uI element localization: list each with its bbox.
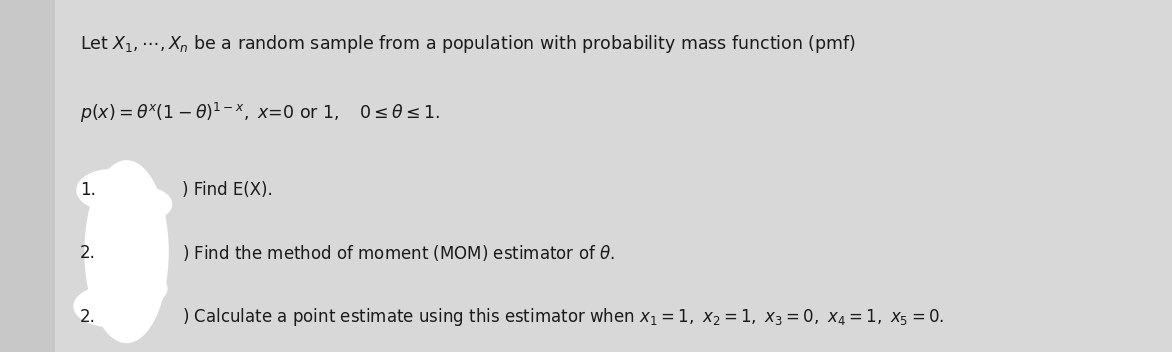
Ellipse shape bbox=[88, 225, 158, 268]
Text: ) Find E(X).: ) Find E(X). bbox=[182, 181, 272, 199]
Text: Let $X_1, \cdots, X_n$ be a random sample from a population with probability mas: Let $X_1, \cdots, X_n$ be a random sampl… bbox=[80, 33, 856, 55]
Ellipse shape bbox=[84, 160, 169, 343]
Text: 2.: 2. bbox=[80, 308, 96, 326]
Ellipse shape bbox=[73, 285, 150, 327]
Ellipse shape bbox=[114, 187, 172, 222]
Text: $p(x) = \theta^x(1-\theta)^{1-x},\ x\text{=0 or 1},\quad 0 \leq \theta \leq 1.$: $p(x) = \theta^x(1-\theta)^{1-x},\ x\tex… bbox=[80, 101, 440, 125]
Bar bbox=[0, 0, 55, 352]
Text: 2.: 2. bbox=[80, 244, 96, 263]
Ellipse shape bbox=[76, 169, 146, 211]
Text: ) Find the method of moment (MOM) estimator of $\theta$.: ) Find the method of moment (MOM) estima… bbox=[182, 244, 614, 263]
Text: 1.: 1. bbox=[80, 181, 96, 199]
Ellipse shape bbox=[109, 271, 168, 306]
Text: ) Calculate a point estimate using this estimator when $x_1 = 1,\ x_2 = 1,\ x_3 : ) Calculate a point estimate using this … bbox=[182, 306, 943, 328]
